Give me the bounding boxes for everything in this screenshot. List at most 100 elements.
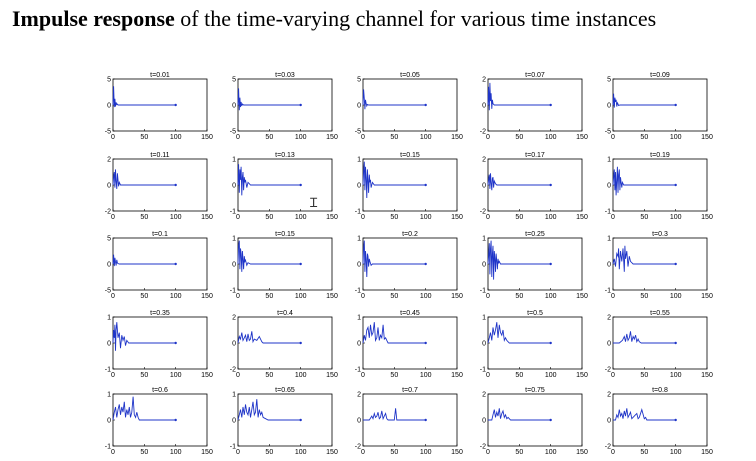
x-tick-label: 0 (111, 214, 115, 221)
x-tick-label: 150 (326, 372, 338, 379)
subplot: t=0.110 50 100 150-202 (105, 152, 213, 221)
x-tick-label: 0 (111, 449, 115, 456)
x-tick-label: 0 (361, 214, 365, 221)
y-tick-label: 5 (607, 77, 611, 84)
x-tick-label: 150 (451, 449, 463, 456)
line-end-marker (549, 103, 552, 107)
y-tick-label: 0 (107, 418, 111, 425)
y-tick-label: -1 (605, 288, 611, 295)
y-tick-label: 0 (607, 341, 611, 348)
subplot-title: t=0.05 (400, 72, 420, 79)
x-tick-label: 100 (670, 293, 682, 300)
line-end-marker (549, 262, 552, 266)
line-end-marker (174, 183, 177, 187)
x-tick-label: 50 (265, 214, 273, 221)
subplot: t=0.150 50 100 150-101 (230, 231, 338, 300)
x-tick-label: 0 (111, 372, 115, 379)
subplot-title: t=0.07 (525, 72, 545, 79)
x-tick-label: 150 (326, 214, 338, 221)
y-tick-label: 1 (107, 315, 111, 322)
subplot: t=0.70 50 100 150-202 (355, 387, 463, 456)
impulse-response-line (112, 322, 176, 351)
x-tick-label: 100 (170, 293, 182, 300)
line-end-marker (299, 103, 302, 107)
impulse-response-line (362, 161, 426, 199)
y-tick-label: 0 (107, 183, 111, 190)
y-tick-label: -1 (355, 288, 361, 295)
x-tick-label: 50 (390, 134, 398, 141)
y-tick-label: 1 (357, 236, 361, 243)
x-tick-label: 150 (701, 372, 713, 379)
subplot: t=0.030 50 100 150-505 (230, 72, 338, 141)
subplot: t=0.350 50 100 150-101 (105, 310, 213, 379)
x-tick-label: 100 (670, 134, 682, 141)
subplot: t=0.070 50 100 150-202 (480, 72, 588, 141)
y-tick-label: 2 (482, 392, 486, 399)
y-tick-label: 1 (482, 315, 486, 322)
x-tick-label: 150 (451, 214, 463, 221)
impulse-response-line (487, 173, 551, 191)
y-tick-label: 0 (232, 103, 236, 110)
subplot: t=0.450 50 100 150-101 (355, 310, 463, 379)
x-tick-label: 150 (201, 214, 213, 221)
x-tick-label: 150 (576, 449, 588, 456)
subplot: t=0.80 50 100 150-202 (605, 387, 713, 456)
subplot: t=0.60 50 100 150-101 (105, 387, 213, 456)
x-tick-label: 50 (390, 214, 398, 221)
x-tick-label: 150 (701, 134, 713, 141)
line-end-marker (424, 341, 427, 345)
y-tick-label: -1 (355, 367, 361, 374)
subplot-title: t=0.15 (400, 152, 420, 159)
line-end-marker (299, 418, 302, 422)
x-tick-label: 0 (611, 134, 615, 141)
x-tick-label: 0 (361, 372, 365, 379)
x-tick-label: 150 (201, 372, 213, 379)
line-end-marker (674, 418, 677, 422)
subplot-title: t=0.65 (275, 387, 295, 394)
y-tick-label: 0 (482, 103, 486, 110)
y-tick-label: -1 (355, 209, 361, 216)
y-tick-label: 5 (232, 77, 236, 84)
y-tick-label: -2 (605, 444, 611, 451)
line-end-marker (424, 183, 427, 187)
y-tick-label: 0 (482, 418, 486, 425)
y-tick-label: -1 (105, 367, 111, 374)
y-tick-label: -2 (605, 367, 611, 374)
x-tick-label: 100 (545, 449, 557, 456)
x-tick-label: 150 (451, 372, 463, 379)
subplot-title: t=0.03 (275, 72, 295, 79)
subplot: t=0.650 50 100 150-101 (230, 387, 338, 456)
y-tick-label: -5 (355, 129, 361, 136)
x-tick-label: 100 (420, 134, 432, 141)
subplot: t=0.40 50 100 150-202 (230, 310, 338, 379)
y-tick-label: -2 (480, 444, 486, 451)
x-tick-label: 0 (486, 134, 490, 141)
x-tick-label: 100 (295, 293, 307, 300)
x-tick-label: 0 (486, 214, 490, 221)
impulse-response-line (237, 240, 301, 272)
impulse-response-line (112, 169, 176, 189)
impulse-response-line (488, 408, 551, 421)
x-tick-label: 150 (326, 293, 338, 300)
x-tick-label: 0 (361, 134, 365, 141)
line-end-marker (174, 418, 177, 422)
subplot-title: t=0.13 (275, 152, 295, 159)
y-tick-label: 5 (357, 77, 361, 84)
x-tick-label: 50 (640, 214, 648, 221)
line-end-marker (549, 418, 552, 422)
impulse-response-line (487, 82, 551, 111)
line-end-marker (674, 103, 677, 107)
x-tick-label: 0 (361, 293, 365, 300)
x-tick-label: 50 (140, 134, 148, 141)
subplot-title: t=0.17 (525, 152, 545, 159)
impulse-response-line (613, 331, 676, 344)
subplot: t=0.30 50 100 150-101 (605, 231, 713, 300)
impulse-response-line (237, 331, 301, 344)
subplot: t=0.090 50 100 150-505 (605, 72, 713, 141)
subplot: t=0.190 50 100 150-101 (605, 152, 713, 221)
impulse-response-line (237, 164, 301, 196)
x-tick-label: 150 (451, 134, 463, 141)
x-tick-label: 100 (545, 372, 557, 379)
subplot-title: t=0.35 (150, 310, 170, 317)
